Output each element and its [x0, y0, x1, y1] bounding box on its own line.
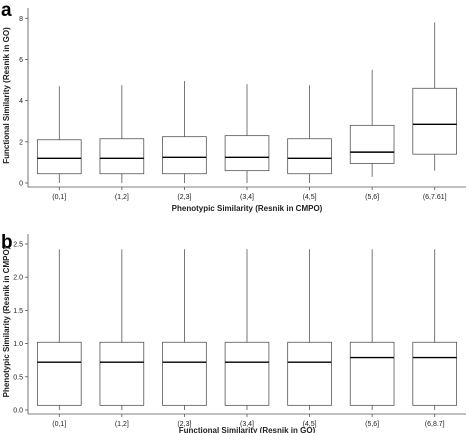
- y-axis-title: Phenotypic Similarity (Resnik in CMPO): [2, 246, 11, 397]
- box-(4,5]: [287, 341, 332, 406]
- x-tick-label: (3,4]: [240, 194, 254, 201]
- x-tick-label: (2,3]: [177, 421, 191, 428]
- y-axis-title: Functional Similarity (Resnik in GO): [2, 27, 11, 164]
- panel-a: a 0 2 4 6 8 (0,1] (1,2] (2,3] (3,4] (4,5] (5,6] (6,7…: [1, 0, 466, 213]
- x-tick-label: (0,1]: [52, 194, 66, 201]
- box-(0,1]: [36, 341, 82, 406]
- box-(2,3]: [162, 136, 207, 175]
- y-tick-label: 2: [19, 139, 23, 146]
- y-tick-label: 6: [19, 57, 23, 64]
- x-tick-label: (2,3]: [177, 194, 191, 201]
- x-tick-label: (0,1]: [52, 421, 66, 428]
- y-tick-label: 0.0: [13, 408, 23, 415]
- y-tick-label: 4: [19, 98, 23, 105]
- x-tick-label: (6,7.61]: [423, 194, 447, 201]
- x-tick-label: (5,6]: [365, 194, 379, 201]
- y-tick-label: 0: [19, 181, 23, 188]
- box-(0,1]: [36, 139, 82, 175]
- panel-b: b 0.0 0.5 1.0 1.5 2.0 2.5 (0,1] (1,2] (2,3] (3,4] (…: [1, 232, 466, 433]
- box-(5,6]: [349, 341, 395, 406]
- x-tick-label: (1,2]: [115, 194, 129, 201]
- x-tick-label: (4,5]: [303, 421, 317, 428]
- y-tick-label: 8: [19, 16, 23, 23]
- x-axis-title: Phenotypic Similarity (Resnik in CMPO): [172, 204, 323, 213]
- box-(1,2]: [99, 138, 145, 175]
- y-tick-label: 2.5: [13, 241, 23, 248]
- y-tick-label: 2.0: [13, 275, 23, 282]
- y-tick-label: 0.5: [13, 374, 23, 381]
- box-(3,4]: [224, 135, 270, 172]
- panel-letter: a: [1, 0, 12, 21]
- box-(2,3]: [162, 341, 207, 406]
- x-tick-label: (3,4]: [240, 421, 254, 428]
- box-(1,2]: [99, 341, 145, 406]
- box-(4,5]: [287, 138, 332, 175]
- box-(3,4]: [224, 341, 270, 406]
- x-tick-label: (1,2]: [115, 421, 129, 428]
- x-axis-title: Functional Similarity (Resnik in GO): [179, 426, 316, 433]
- box-(6,7.61]: [412, 87, 458, 155]
- y-tick-label: 1.5: [13, 308, 23, 315]
- y-tick-label: 1.0: [13, 341, 23, 348]
- box-(6,8.7]: [412, 341, 458, 406]
- x-tick-label: (4,5]: [303, 194, 317, 201]
- panel-letter: b: [1, 232, 13, 253]
- x-tick-label: (6,8.7]: [425, 421, 445, 428]
- x-tick-label: (5,6]: [365, 421, 379, 428]
- box-(5,6]: [349, 124, 395, 164]
